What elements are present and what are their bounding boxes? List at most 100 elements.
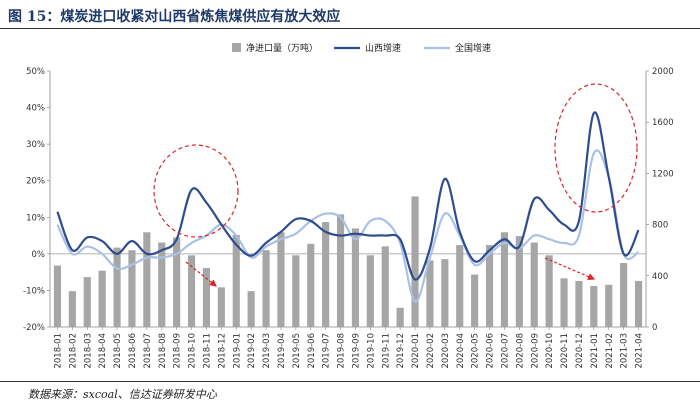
- x-tick-label: 2019-12: [396, 333, 406, 369]
- bar: [500, 232, 509, 327]
- legend-swatch-bar: [232, 43, 241, 52]
- annotations: [153, 83, 638, 287]
- trend-arrow: [544, 257, 596, 280]
- bar: [217, 287, 225, 327]
- x-tick-label: 2019-06: [307, 333, 317, 369]
- bar: [351, 228, 360, 327]
- bar: [605, 284, 613, 327]
- legend-label: 全国增速: [455, 42, 491, 54]
- x-tick-label: 2018-08: [158, 333, 168, 369]
- right-tick-label: 800: [652, 221, 668, 231]
- left-tick-label: -10%: [23, 286, 45, 296]
- bar: [202, 268, 211, 327]
- x-tick-label: 2019-08: [337, 333, 347, 369]
- left-tick-label: -20%: [23, 323, 45, 333]
- legend-label: 净进口量（万吨）: [246, 42, 318, 54]
- x-tick-label: 2020-09: [530, 333, 540, 369]
- bar: [634, 280, 643, 327]
- x-tick-label: 2020-01: [411, 333, 421, 369]
- x-tick-label: 2019-05: [292, 333, 302, 369]
- x-tick-label: 2021-04: [635, 333, 645, 369]
- x-tick-label: 2019-04: [277, 333, 287, 369]
- source-note: 数据来源：sxcoal、信达证券研发中心: [28, 388, 217, 401]
- x-tick-label: 2021-01: [590, 333, 600, 369]
- bar: [322, 222, 330, 327]
- bar: [307, 243, 315, 327]
- bar: [411, 196, 419, 327]
- bar: [515, 236, 523, 327]
- x-tick-label: 2018-12: [217, 333, 227, 369]
- bar: [426, 260, 434, 327]
- x-tick-label: 2018-10: [188, 333, 198, 369]
- x-tick-label: 2019-09: [351, 333, 361, 369]
- bar: [560, 278, 568, 327]
- legend: 净进口量（万吨） 山西增速 全国增速: [232, 42, 491, 54]
- bar: [381, 246, 389, 327]
- left-tick-label: 10%: [26, 213, 45, 223]
- left-tick-label: 30%: [26, 140, 45, 150]
- bar: [98, 270, 106, 327]
- bar: [396, 307, 404, 327]
- bar: [545, 255, 553, 327]
- left-tick-label: 40%: [26, 104, 45, 114]
- bar: [158, 242, 166, 327]
- x-tick-label: 2018-06: [128, 333, 138, 369]
- left-tick-label: 20%: [26, 177, 45, 187]
- bar: [143, 232, 151, 327]
- bar: [366, 255, 374, 327]
- bar-series: [53, 196, 643, 327]
- bar: [173, 237, 181, 327]
- bar: [590, 286, 598, 327]
- x-tick-label: 2018-09: [173, 333, 183, 369]
- bar: [247, 291, 255, 327]
- bar: [128, 250, 136, 327]
- highlight-ellipse: [153, 144, 239, 238]
- trend-arrow: [185, 261, 217, 287]
- x-tick-label: 2020-10: [545, 333, 555, 369]
- bar: [83, 277, 91, 327]
- bar: [575, 280, 583, 327]
- x-tick-label: 2019-03: [262, 333, 272, 369]
- x-tick-label: 2021-03: [620, 333, 630, 369]
- line-series: [56, 111, 640, 303]
- shanxi-growth-line: [56, 111, 640, 281]
- top-rule: [0, 28, 700, 29]
- x-tick-label: 2020-05: [471, 333, 481, 369]
- x-tick-label: 2018-05: [113, 333, 123, 369]
- bar: [620, 263, 628, 327]
- right-tick-label: 400: [652, 272, 668, 282]
- x-tick-label: 2020-06: [486, 333, 496, 369]
- x-tick-label: 2020-11: [560, 333, 570, 369]
- x-tick-label: 2021-02: [605, 333, 615, 369]
- x-tick-label: 2020-03: [441, 333, 451, 369]
- bar: [53, 265, 62, 327]
- legend-label: 山西增速: [365, 42, 401, 54]
- bar: [530, 242, 538, 327]
- bar: [232, 234, 240, 327]
- x-tick-label: 2018-02: [68, 333, 78, 369]
- x-tick-label: 2018-07: [143, 333, 153, 369]
- bar: [471, 274, 479, 327]
- x-tick-label: 2018-11: [202, 333, 212, 369]
- x-tick-label: 2020-04: [456, 333, 466, 369]
- bottom-rule: [0, 381, 700, 382]
- left-tick-label: 50%: [26, 67, 45, 77]
- bar: [336, 214, 345, 327]
- chart-axes: [47, 70, 649, 330]
- right-tick-label: 0: [652, 323, 657, 333]
- bar: [441, 259, 449, 327]
- bar: [113, 247, 121, 327]
- x-tick-label: 2019-02: [247, 333, 257, 369]
- bar: [68, 291, 76, 327]
- highlight-ellipse: [554, 83, 638, 213]
- right-tick-label: 1600: [652, 118, 674, 128]
- x-tick-label: 2018-03: [83, 333, 93, 369]
- x-tick-label: 2018-04: [98, 333, 108, 369]
- tick-labels: 50% 40% 30% 20% 10% 0% -10% -20% 2000 1600 1200 800…: [23, 67, 674, 369]
- x-tick-label: 2019-10: [366, 333, 376, 369]
- bar: [485, 245, 494, 327]
- right-tick-label: 2000: [652, 67, 674, 77]
- x-tick-label: 2019-07: [322, 333, 332, 369]
- bar: [292, 255, 300, 327]
